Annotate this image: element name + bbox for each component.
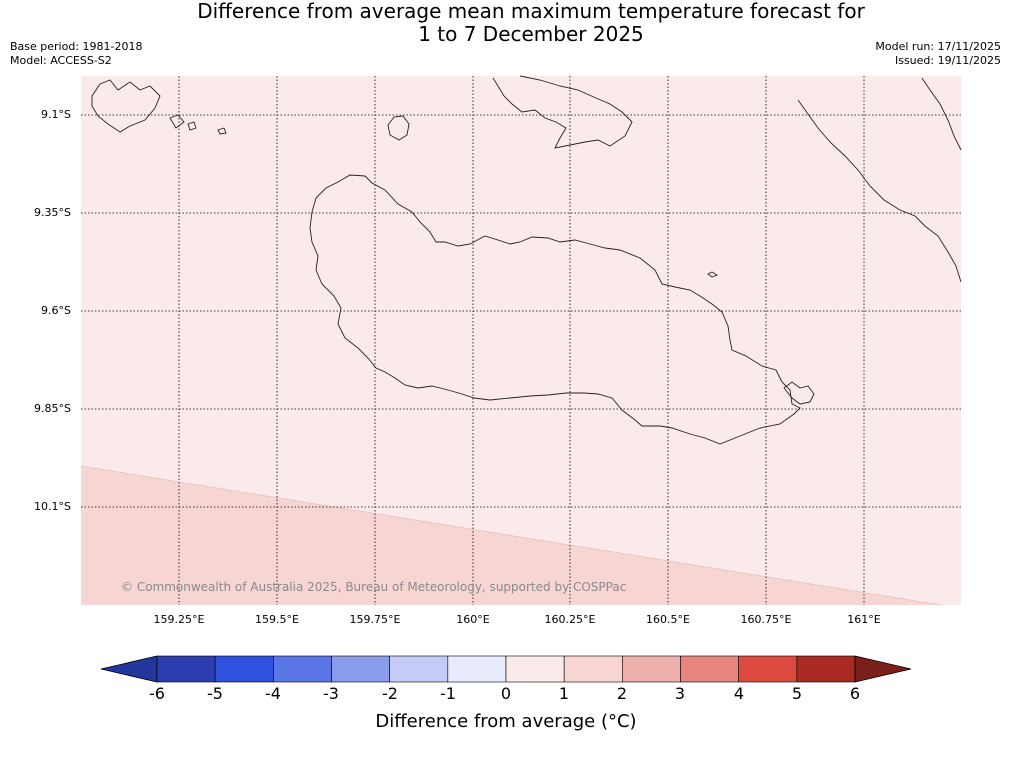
lat-label-9.1S: 9.1°S (41, 108, 71, 121)
colorbar-tick-label: -2 (382, 684, 398, 703)
colorbar-title: Difference from average (°C) (375, 711, 637, 732)
colorbar-extend-high (854, 655, 912, 683)
colorbar-tick-label: -6 (149, 684, 165, 703)
lat-label-9.6S: 9.6°S (41, 304, 71, 317)
region-boundary (80, 465, 942, 606)
small-islet-coast (707, 271, 719, 278)
colorbar-tick-label: 6 (849, 684, 861, 703)
colorbar-tick-label: 3 (674, 684, 686, 703)
metadata-left: Base period: 1981-2018 Model: ACCESS-S2 (10, 40, 142, 68)
colorbar (100, 655, 912, 683)
copyright-notice: © Commonwealth of Australia 2025, Bureau… (121, 580, 627, 594)
lon-label-159.25E: 159.25°E (153, 613, 205, 626)
colorbar-tick-label: -5 (207, 684, 223, 703)
model-run: Model run: 17/11/2025 (875, 40, 1001, 53)
russell-islet-1 (169, 114, 185, 129)
colorbar-segment (622, 655, 681, 683)
colorbar-segment (331, 655, 390, 683)
colorbar-segment (447, 655, 507, 683)
florida-islands-coast (492, 75, 633, 149)
colorbar-tick-label: -1 (440, 684, 456, 703)
colorbar-tick-label: 2 (616, 684, 628, 703)
issued-date: Issued: 19/11/2025 (894, 54, 1001, 67)
east-islet-coast (783, 381, 815, 405)
savo-island-coast (387, 115, 410, 141)
lon-label-159.5E: 159.5°E (255, 613, 299, 626)
colorbar-extend-low (100, 655, 158, 683)
colorbar-segment (796, 655, 856, 683)
map-panel (80, 75, 962, 606)
colorbar-segment (156, 655, 216, 683)
colorbar-tick-label: 1 (558, 684, 570, 703)
colorbar-segment (563, 655, 623, 683)
lat-label-9.85S: 9.85°S (34, 402, 71, 415)
model-name: Model: ACCESS-S2 (10, 54, 112, 67)
lon-label-159.75E: 159.75°E (349, 613, 401, 626)
colorbar-tick-label: 4 (733, 684, 745, 703)
lon-label-160.25E: 160.25°E (544, 613, 596, 626)
base-period: Base period: 1981-2018 (10, 40, 143, 53)
title-line-2: 1 to 7 December 2025 (418, 22, 644, 46)
malaita-coast (797, 99, 962, 283)
metadata-right: Model run: 17/11/2025 Issued: 19/11/2025 (875, 40, 1001, 68)
title-line-1: Difference from average mean maximum tem… (197, 0, 865, 23)
russell-islet-2 (187, 121, 197, 131)
colorbar-segment (505, 655, 565, 683)
lon-label-160E: 160°E (456, 613, 490, 626)
colorbar-tick-label: -4 (265, 684, 281, 703)
malaita-north-coast (921, 77, 962, 151)
lon-label-160.5E: 160.5°E (646, 613, 690, 626)
colorbar-segment (738, 655, 798, 683)
colorbar-segment (214, 655, 274, 683)
russell-islands-coast (91, 79, 161, 133)
colorbar-segment (680, 655, 739, 683)
lat-label-10.1S: 10.1°S (34, 500, 71, 513)
lat-label-9.35S: 9.35°S (34, 206, 71, 219)
russell-islet-3 (217, 127, 227, 135)
lon-label-161E: 161°E (847, 613, 881, 626)
map-title: Difference from average mean maximum tem… (0, 0, 1011, 46)
coastlines (91, 75, 962, 445)
colorbar-segment (389, 655, 449, 683)
graticule (81, 76, 961, 605)
lon-label-160.75E: 160.75°E (740, 613, 792, 626)
guadalcanal-coast (309, 174, 801, 445)
colorbar-tick-label: -3 (323, 684, 339, 703)
colorbar-tick-label: 5 (791, 684, 803, 703)
colorbar-segment (273, 655, 332, 683)
colorbar-tick-label: 0 (500, 684, 512, 703)
